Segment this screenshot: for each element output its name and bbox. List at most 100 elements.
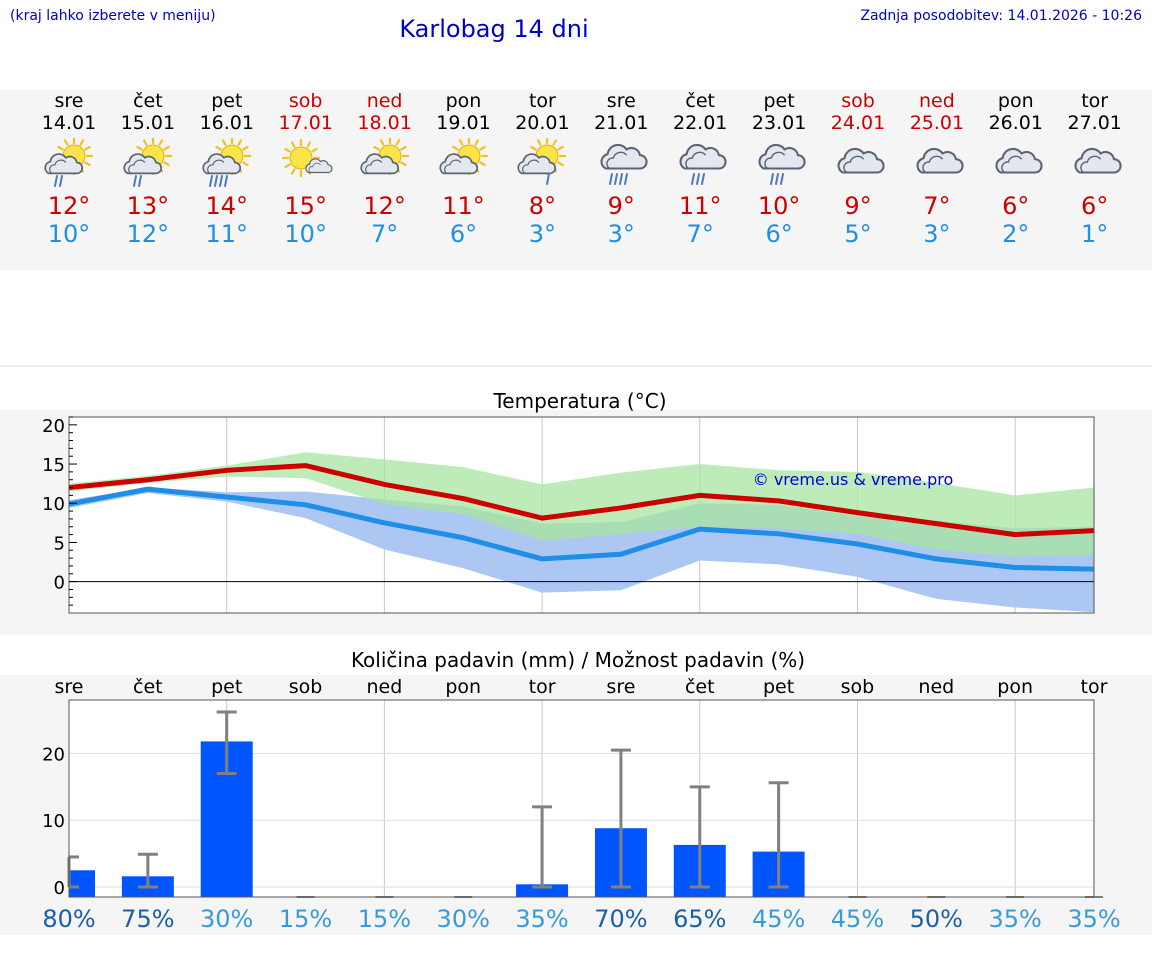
temp-max: 8° — [528, 192, 557, 220]
day-forecast: sob 24.01 9° 5° — [819, 90, 897, 248]
page-title: Karlobag 14 dni — [399, 15, 589, 43]
y-tick-label: 10 — [42, 494, 65, 515]
temp-max: 9° — [607, 192, 635, 220]
temperature-chart: Temperatura (°C) 0 5 10 15 20 © vreme.us & vre… — [42, 389, 1095, 614]
day-name: pon — [445, 90, 482, 112]
day-label: ned — [366, 676, 402, 698]
precip-probability: 45% — [831, 905, 884, 933]
temp-max: 14° — [205, 192, 249, 220]
day-forecast: sre 21.01 9° 3° — [582, 90, 660, 248]
min-temp-line — [68, 486, 1095, 572]
precipitation-chart: Količina padavin (mm) / Možnost padavin … — [42, 648, 1121, 933]
y-tick-label: 0 — [54, 878, 65, 899]
day-name: pet — [211, 90, 243, 112]
plot-frame — [68, 416, 1095, 614]
day-date: 17.01 — [278, 112, 333, 134]
day-name: sre — [54, 90, 84, 112]
sun-small-cloud-icon — [281, 138, 333, 178]
temp-max: 11° — [442, 192, 485, 220]
day-date: 14.01 — [41, 112, 97, 134]
day-label: ned — [918, 676, 954, 698]
temp-max: 13° — [126, 192, 170, 220]
temp-max: 6° — [1002, 192, 1030, 220]
day-date: 23.01 — [751, 112, 807, 134]
day-label: pon — [997, 676, 1033, 698]
precip-probability: 70% — [594, 905, 647, 933]
day-name: pon — [997, 90, 1034, 112]
cloud-rain-icon — [758, 143, 806, 185]
day-name: ned — [918, 90, 955, 112]
day-forecast: pet 16.01 14° 11° — [188, 90, 266, 248]
day-forecast: pon 26.01 6° 2° — [977, 90, 1055, 248]
precip-bar — [516, 884, 569, 897]
day-forecast: sob 17.01 15° 10° — [267, 90, 345, 248]
y-tick-label: 20 — [42, 744, 65, 765]
temp-max: 12° — [363, 192, 406, 220]
day-date: 20.01 — [515, 112, 570, 134]
cloud-heavy-rain-icon — [600, 143, 648, 185]
cloud-icon — [995, 147, 1043, 174]
day-date: 16.01 — [199, 112, 254, 134]
day-name: čet — [685, 90, 715, 112]
precip-probability: 15% — [358, 905, 411, 933]
y-tick-label: 10 — [42, 811, 65, 832]
temp-min: 2° — [1002, 220, 1030, 248]
day-date: 15.01 — [120, 112, 176, 134]
precip-probability: 15% — [279, 905, 332, 933]
day-name: tor — [528, 90, 556, 112]
precip-probability: 30% — [437, 905, 490, 933]
divider — [0, 365, 1152, 367]
max-range-band — [69, 452, 1094, 557]
temp-min: 3° — [607, 220, 635, 248]
temp-min: 5° — [844, 220, 872, 248]
region-hint: (kraj lahko izberete v meniju) — [10, 8, 216, 24]
temp-min: 7° — [686, 220, 714, 248]
day-date: 22.01 — [672, 112, 728, 134]
precip-probability: 80% — [42, 905, 95, 933]
temp-min: 3° — [923, 220, 951, 248]
chart-title: Količina padavin (mm) / Možnost padavin … — [351, 648, 805, 672]
day-forecast: pon 19.01 11° 6° — [425, 90, 503, 248]
day-date: 27.01 — [1067, 112, 1122, 134]
day-date: 19.01 — [436, 112, 491, 134]
day-date: 25.01 — [909, 112, 965, 134]
temp-max: 15° — [284, 192, 327, 220]
y-tick-label: 0 — [54, 573, 65, 594]
sun-cloud-light-rain-icon — [517, 138, 567, 185]
day-forecast: ned 18.01 12° 7° — [346, 90, 424, 248]
sun-cloud-rain-icon — [123, 138, 172, 187]
plot-frame — [68, 699, 1095, 898]
sun-cloud-rain-icon — [44, 138, 94, 187]
sun-cloud-heavy-rain-icon — [202, 138, 251, 187]
day-label: čet — [133, 676, 163, 698]
day-label: sre — [55, 676, 84, 698]
day-forecast: tor 27.01 6° 1° — [1056, 90, 1134, 248]
day-name: sob — [841, 90, 875, 112]
sun-cloud-icon — [438, 138, 488, 176]
day-label: sre — [606, 676, 635, 698]
sun-cloud-icon — [360, 138, 409, 176]
y-tick-label: 15 — [42, 455, 65, 476]
day-forecast: pet 23.01 10° 6° — [740, 90, 818, 248]
temp-min: 6° — [765, 220, 793, 248]
day-forecast: sre 14.01 12° 10° — [30, 90, 108, 248]
max-temp-line — [68, 463, 1095, 538]
day-date: 18.01 — [357, 112, 412, 134]
day-name: pet — [763, 90, 795, 112]
cloud-icon — [916, 147, 964, 174]
day-label: sob — [841, 676, 875, 698]
day-date: 21.01 — [594, 112, 649, 134]
temp-max: 6° — [1081, 192, 1109, 220]
y-tick-label: 5 — [54, 533, 65, 554]
day-name: sob — [288, 90, 323, 112]
temp-min: 6° — [449, 220, 478, 248]
day-name: tor — [1081, 90, 1109, 112]
day-forecast: ned 25.01 7° 3° — [898, 90, 976, 248]
day-label: sob — [289, 676, 323, 698]
forecast-band — [0, 90, 1152, 270]
precip-bar — [69, 870, 95, 897]
temp-max: 7° — [923, 192, 951, 220]
precip-probability: 75% — [121, 905, 174, 933]
precip-probability: 30% — [200, 905, 253, 933]
watermark: © vreme.us & vreme.pro — [753, 470, 954, 489]
